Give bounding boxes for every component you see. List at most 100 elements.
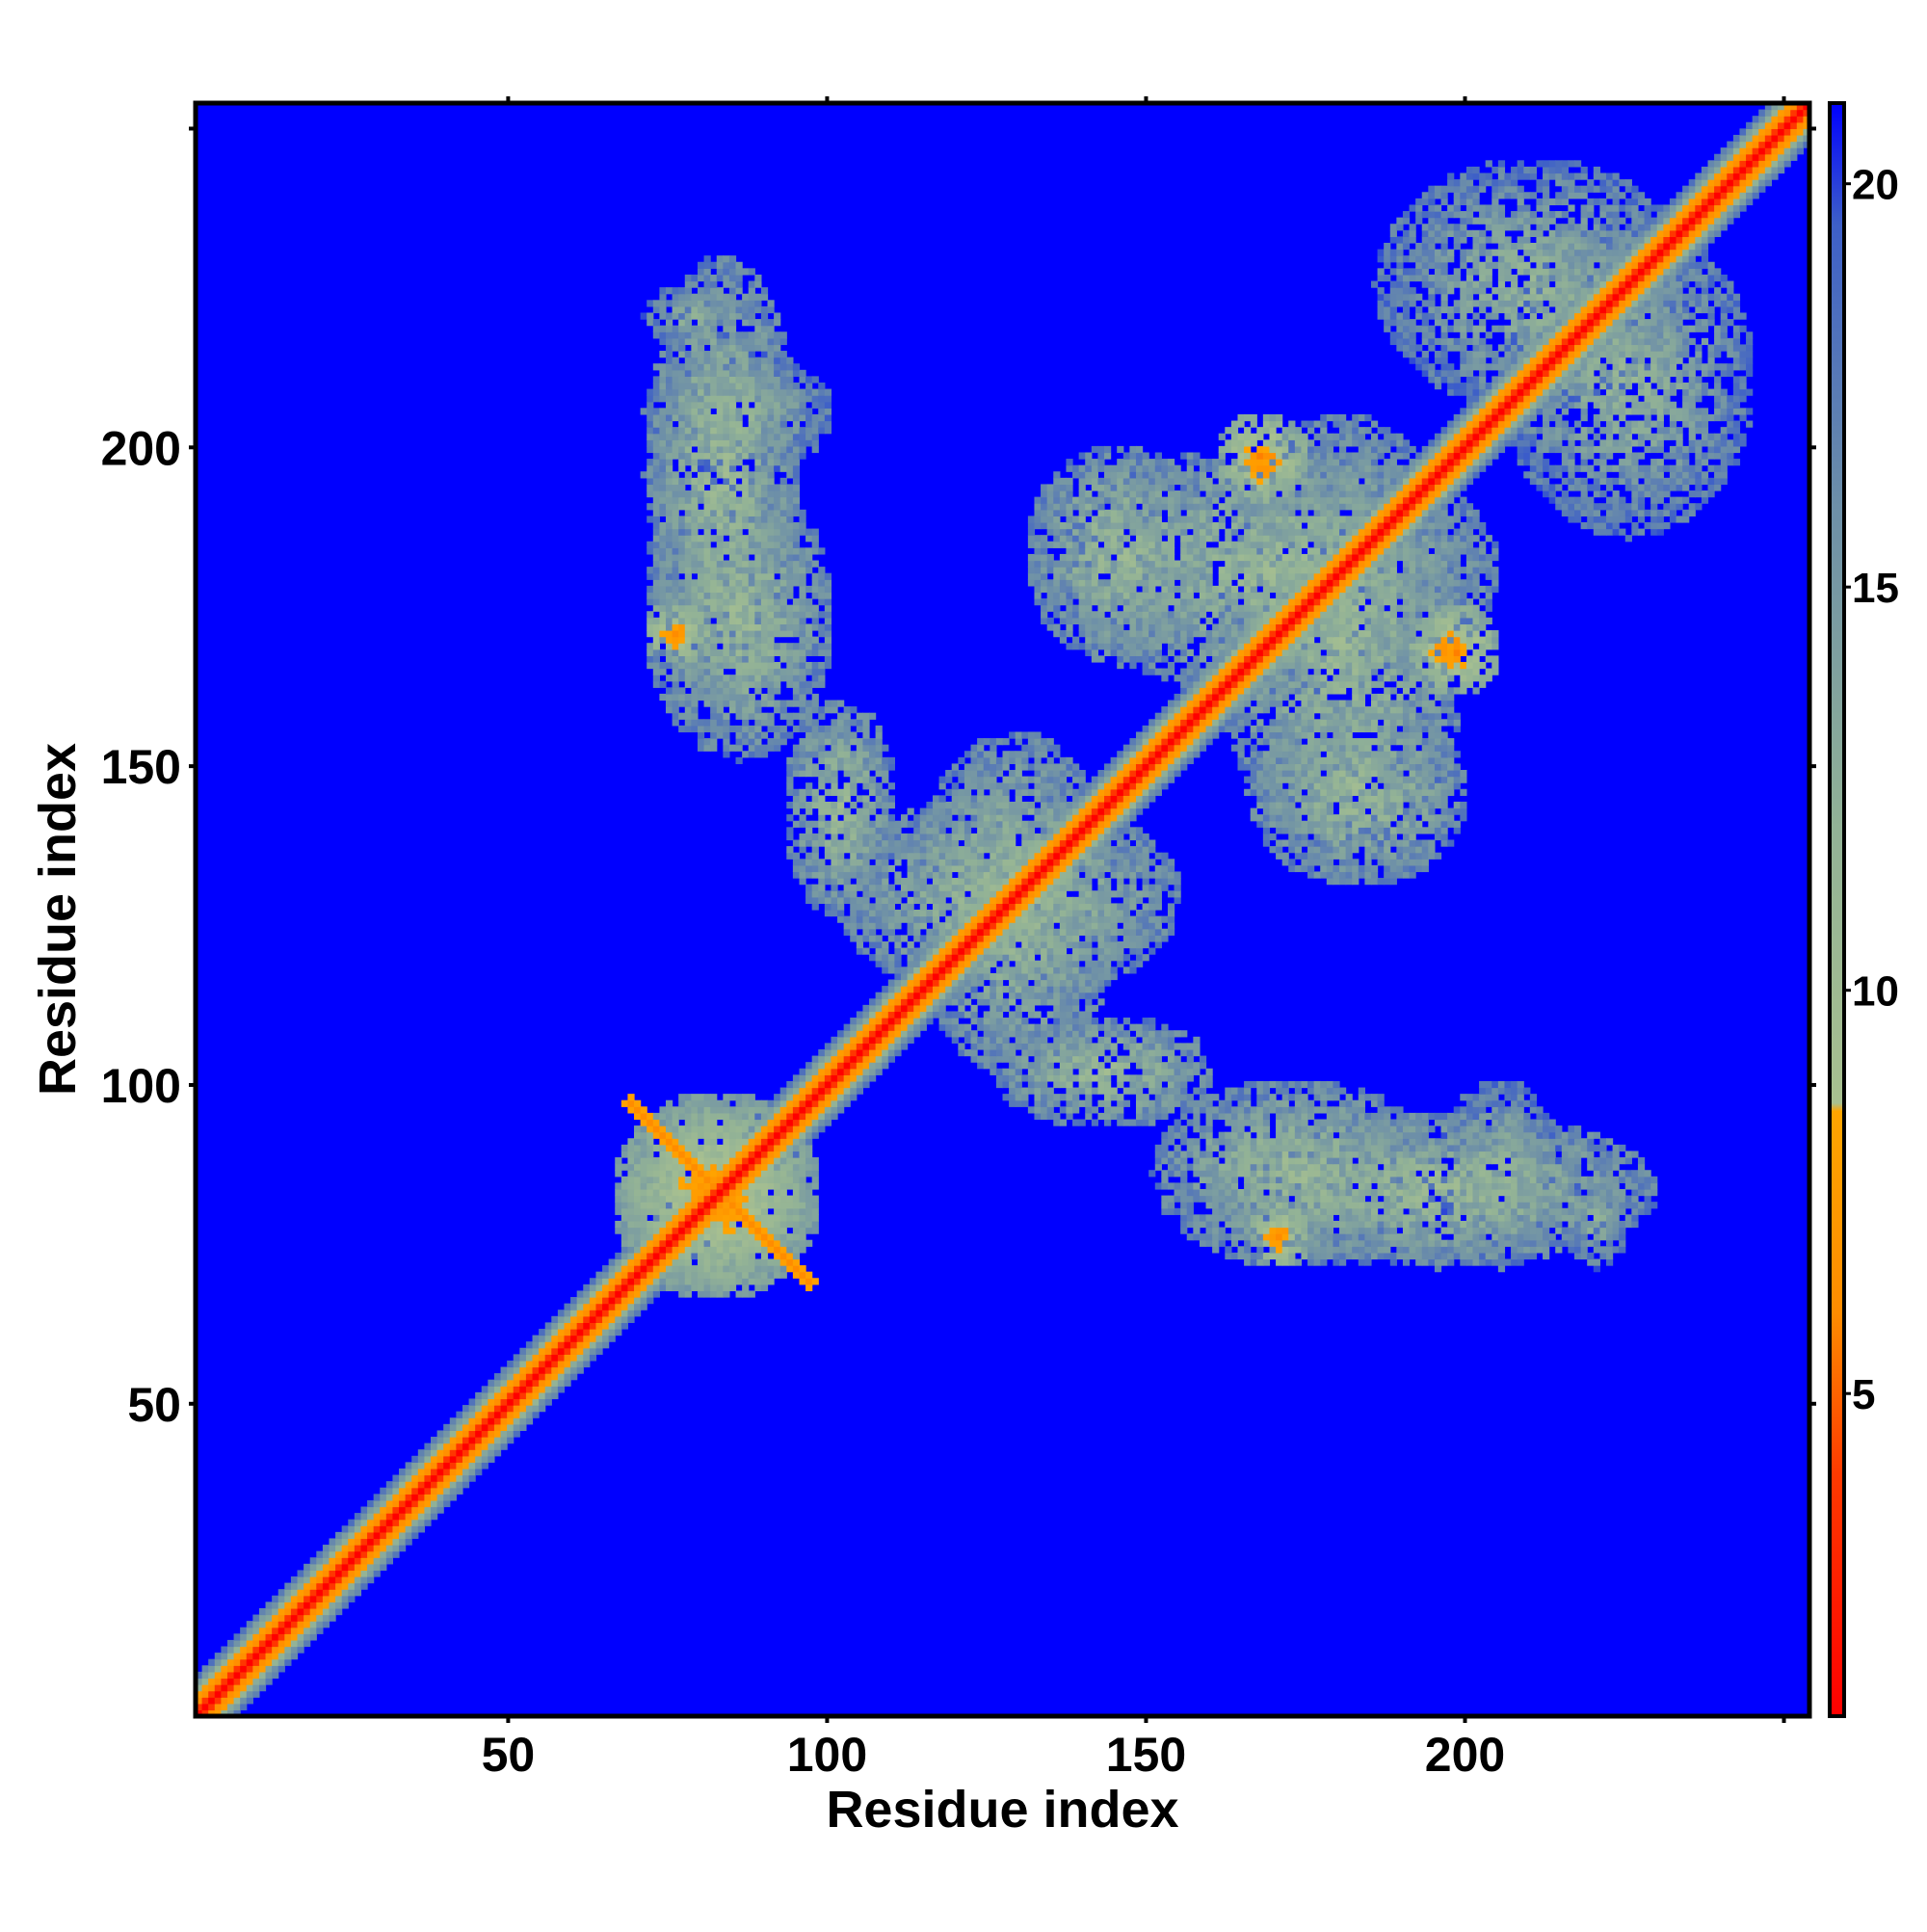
heatmap-cell <box>951 986 959 993</box>
heatmap-cell <box>424 1442 432 1450</box>
heatmap-cell <box>411 1462 419 1469</box>
heatmap-cell <box>990 940 997 949</box>
heatmap-cell <box>1485 1138 1492 1146</box>
heatmap-cell <box>1199 1094 1207 1101</box>
heatmap-cell <box>1345 1233 1353 1241</box>
heatmap-cell <box>1447 1144 1455 1152</box>
heatmap-cell <box>1504 1125 1512 1133</box>
heatmap-cell <box>1174 1055 1181 1063</box>
heatmap-cell <box>1428 1220 1436 1229</box>
heatmap-cell <box>570 1366 578 1374</box>
heatmap-cell <box>748 1278 755 1285</box>
heatmap-cell <box>1587 1252 1595 1260</box>
heatmap-cell <box>481 1411 488 1418</box>
heatmap-cell <box>1548 1163 1556 1171</box>
heatmap-cell <box>1472 1138 1480 1146</box>
heatmap-cell <box>201 1690 209 1698</box>
heatmap-cell <box>1517 1087 1524 1095</box>
heatmap-cell <box>843 1023 851 1031</box>
heatmap-cell <box>481 1417 488 1425</box>
heatmap-cell <box>723 1151 730 1158</box>
heatmap-cell <box>691 1220 699 1229</box>
heatmap-cell <box>882 960 889 967</box>
heatmap-cell <box>1288 1080 1296 1089</box>
heatmap-cell <box>945 903 953 911</box>
heatmap-cell <box>348 1563 356 1572</box>
heatmap-cell <box>214 1678 222 1685</box>
heatmap-cell <box>932 947 940 955</box>
heatmap-cell <box>1434 1163 1442 1171</box>
heatmap-cell <box>595 1310 603 1317</box>
heatmap-cell <box>488 1398 495 1406</box>
heatmap-cell <box>284 1614 292 1622</box>
heatmap-cell <box>1624 1170 1632 1178</box>
heatmap-cell <box>519 1360 527 1368</box>
heatmap-cell <box>862 1011 870 1019</box>
heatmap-cell <box>1313 1252 1321 1260</box>
heatmap-cell <box>443 1494 451 1501</box>
heatmap-cell <box>811 1207 819 1215</box>
heatmap-cell <box>665 1258 673 1266</box>
heatmap-cell <box>850 884 858 891</box>
heatmap-cell <box>1345 1099 1353 1107</box>
heatmap-cell <box>1619 1144 1626 1152</box>
heatmap-cell <box>1574 1207 1582 1215</box>
heatmap-cell <box>703 1112 711 1121</box>
heatmap-cell <box>1262 1195 1271 1203</box>
heatmap-cell <box>983 878 990 886</box>
heatmap-cell <box>1104 922 1112 930</box>
heatmap-cell <box>1352 878 1359 886</box>
heatmap-cell <box>1085 890 1093 898</box>
heatmap-cell <box>1034 1062 1042 1070</box>
heatmap-cell <box>1281 1170 1289 1178</box>
heatmap-cell <box>1294 1094 1303 1101</box>
heatmap-cell <box>532 1335 540 1342</box>
heatmap-cell <box>1345 1144 1353 1152</box>
heatmap-cell <box>1345 1176 1353 1183</box>
heatmap-cell <box>1148 1087 1156 1095</box>
heatmap-cell <box>1320 1246 1328 1254</box>
heatmap-cell <box>1485 1112 1492 1121</box>
heatmap-cell <box>1218 1170 1226 1178</box>
heatmap-cell <box>659 1246 667 1254</box>
heatmap-cell <box>1497 1138 1506 1146</box>
heatmap-cell <box>1046 1087 1054 1095</box>
heatmap-cell <box>983 1043 990 1050</box>
heatmap-cell <box>309 1589 317 1597</box>
heatmap-cell <box>894 910 902 917</box>
heatmap-cell <box>945 915 953 923</box>
heatmap-cell <box>1548 1131 1556 1139</box>
heatmap-cell <box>513 1398 520 1406</box>
heatmap-cell <box>634 1207 642 1215</box>
heatmap-cell <box>887 954 895 962</box>
heatmap-cell <box>1212 1176 1220 1183</box>
heatmap-cell <box>875 1036 883 1044</box>
heatmap-cell <box>1587 1195 1595 1203</box>
heatmap-cell <box>1021 986 1029 993</box>
heatmap-cell <box>1021 878 1029 886</box>
heatmap-cell <box>1135 1106 1144 1114</box>
heatmap-cell <box>1421 1227 1429 1234</box>
heatmap-cell <box>462 1449 470 1457</box>
heatmap-cell <box>1517 1227 1524 1234</box>
heatmap-cell <box>1117 915 1124 923</box>
heatmap-cell <box>843 1099 851 1107</box>
heatmap-cell <box>958 986 965 993</box>
heatmap-cell <box>1059 884 1068 891</box>
heatmap-cell <box>1434 1170 1442 1178</box>
heatmap-cell <box>1002 947 1010 955</box>
heatmap-cell <box>640 1195 647 1203</box>
heatmap-cell <box>856 1030 864 1038</box>
heatmap-cell <box>1460 1119 1467 1126</box>
heatmap-cell <box>1041 928 1048 936</box>
heatmap-cell <box>742 1151 750 1158</box>
heatmap-cell <box>691 1125 699 1133</box>
heatmap-cell <box>1307 1220 1315 1229</box>
heatmap-cell <box>887 986 895 993</box>
heatmap-cell <box>564 1347 571 1355</box>
heatmap-cell <box>856 1043 864 1050</box>
heatmap-cell <box>544 1322 552 1330</box>
heatmap-cell <box>1002 922 1010 930</box>
heatmap-cell <box>652 1290 660 1298</box>
heatmap-cell <box>1453 1151 1461 1158</box>
